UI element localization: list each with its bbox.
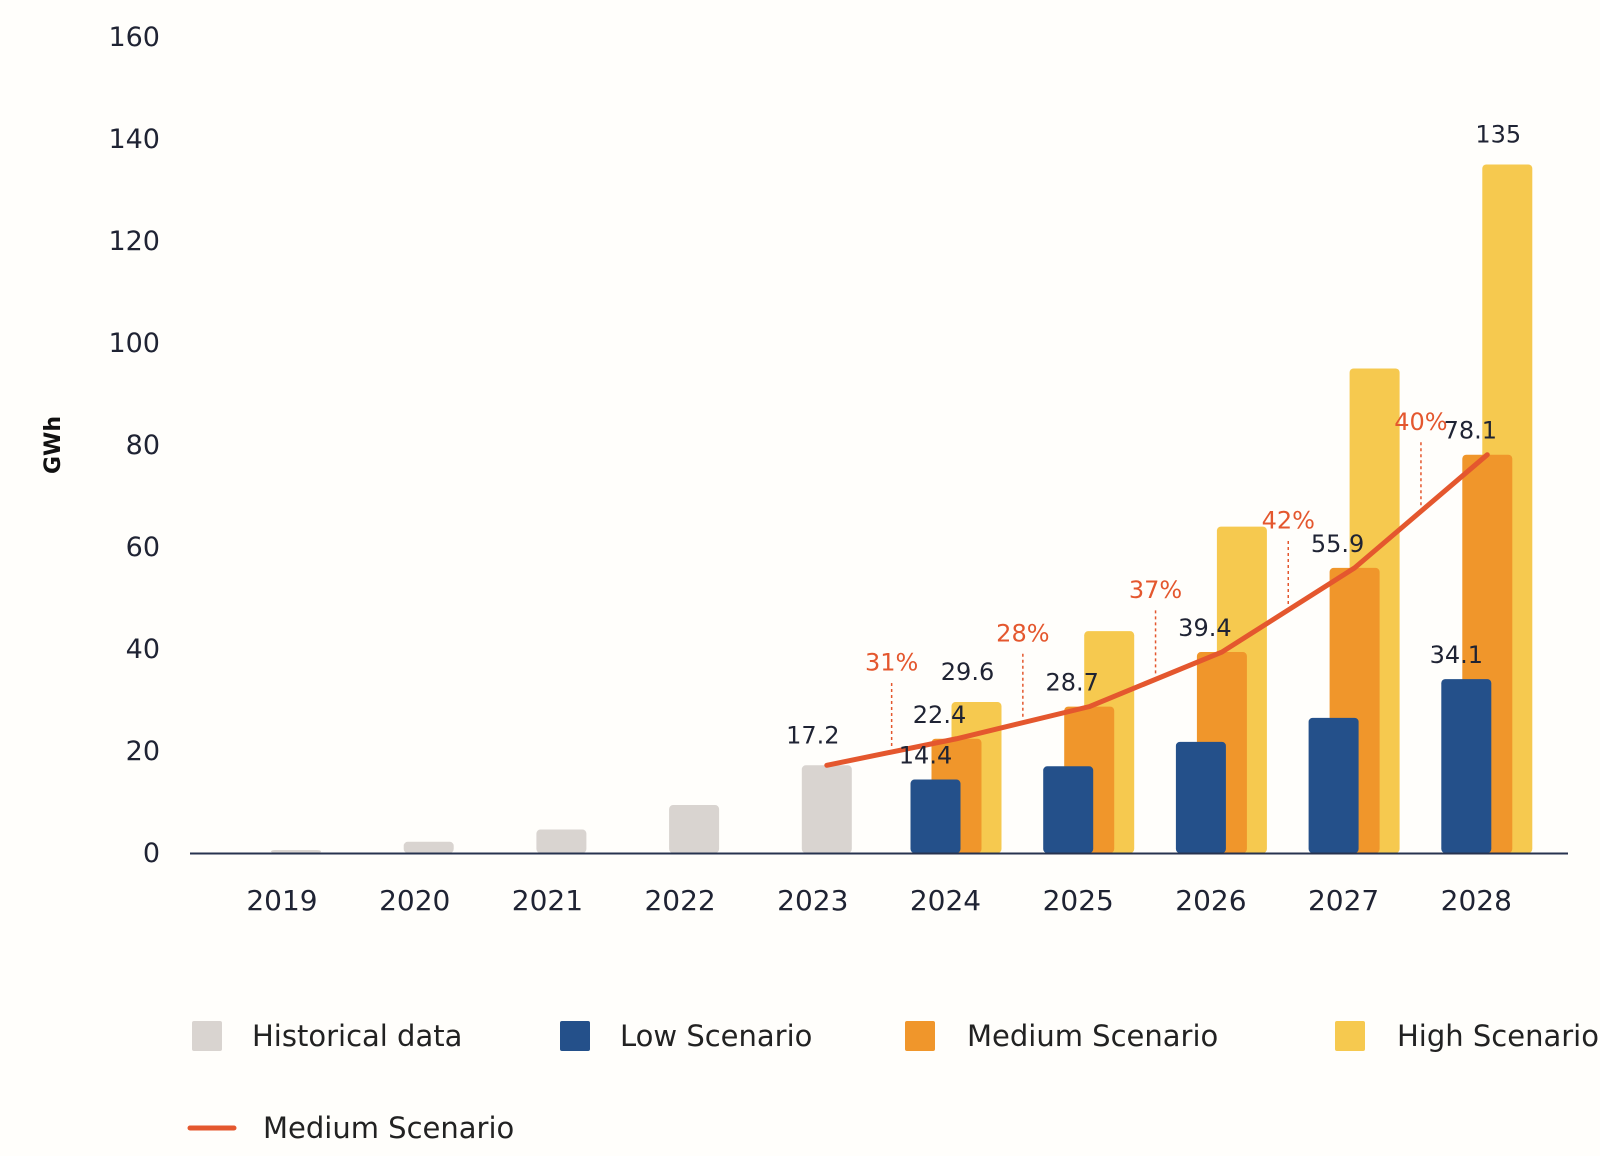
y-tick-label: 20 — [126, 736, 160, 767]
bar-low-2025 — [1043, 766, 1094, 853]
legend-swatch — [1335, 1021, 1365, 1051]
data-label: 28.7 — [1045, 669, 1098, 697]
y-tick-label: 100 — [108, 328, 160, 359]
x-tick-labels: 2019 2020 2021 2022 2023 2024 2025 2026 2027 2028 — [246, 884, 1512, 917]
x-tick-label-2026: 2026 — [1175, 884, 1246, 917]
legend-swatch — [560, 1021, 590, 1051]
growth-label: 37% — [1129, 576, 1182, 604]
bar-low-2024 — [910, 779, 961, 853]
growth-label: 31% — [865, 649, 918, 677]
data-label: 14.4 — [899, 742, 952, 770]
growth-annotations: 31% 28% 37% 42% 40% — [865, 408, 1448, 747]
y-tick-label: 140 — [108, 124, 160, 155]
medium-scenario-line-path — [824, 452, 1490, 768]
y-axis-title: GWh — [41, 416, 66, 474]
data-labels: 17.2 14.4 22.4 29.6 28.7 39.4 55.9 78.1 34.1 135 — [786, 121, 1521, 770]
bar-low-2027 — [1308, 717, 1359, 853]
bar-low-2026 — [1175, 741, 1226, 853]
y-tick-label: 0 — [143, 838, 160, 869]
y-tick-label: 80 — [126, 430, 160, 461]
x-tick-label-2022: 2022 — [644, 884, 715, 917]
data-label: 135 — [1475, 121, 1521, 149]
y-tick-label: 160 — [108, 22, 160, 53]
bar-low-2028 — [1441, 679, 1492, 853]
y-axis-label-group: GWh — [41, 416, 66, 474]
x-tick-label-2024: 2024 — [910, 884, 981, 917]
data-label: 22.4 — [913, 701, 966, 729]
bar-historical-2022 — [669, 805, 720, 853]
legend-swatch — [905, 1021, 935, 1051]
y-tick-label: 40 — [126, 634, 160, 665]
y-tick-labels: 0 20 40 60 80 100 120 140 160 — [108, 22, 160, 869]
x-tick-label-2023: 2023 — [777, 884, 848, 917]
y-tick-label: 120 — [108, 226, 160, 257]
x-tick-label-2019: 2019 — [246, 884, 317, 917]
data-label: 55.9 — [1311, 530, 1364, 558]
legend-label: Medium Scenario — [263, 1111, 514, 1145]
growth-label: 42% — [1262, 507, 1315, 535]
data-label: 78.1 — [1444, 417, 1497, 445]
bar-historical-2023 — [801, 765, 852, 853]
data-label: 34.1 — [1430, 641, 1483, 669]
legend-label: Low Scenario — [620, 1019, 812, 1053]
data-label: 17.2 — [786, 721, 839, 749]
x-tick-label-2025: 2025 — [1043, 884, 1114, 917]
data-label: 29.6 — [941, 658, 994, 686]
bar-historical-2019 — [271, 849, 321, 853]
growth-label: 28% — [996, 619, 1049, 647]
bar-historical-2020 — [403, 841, 454, 853]
legend-label: Historical data — [252, 1019, 462, 1053]
growth-label: 40% — [1394, 408, 1447, 436]
legend-label: High Scenario — [1397, 1019, 1599, 1053]
x-tick-label-2020: 2020 — [379, 884, 450, 917]
legend-label: Medium Scenario — [967, 1019, 1218, 1053]
legend: Historical data Low Scenario Medium Scenar… — [187, 1019, 1599, 1145]
x-tick-label-2021: 2021 — [512, 884, 583, 917]
bars — [271, 164, 1533, 853]
bar-historical-2021 — [536, 829, 587, 853]
data-label: 39.4 — [1178, 614, 1231, 642]
x-tick-label-2028: 2028 — [1441, 884, 1512, 917]
y-tick-label: 60 — [126, 532, 160, 563]
medium-scenario-line — [824, 452, 1490, 768]
legend-swatch — [192, 1021, 222, 1051]
x-tick-label-2027: 2027 — [1308, 884, 1379, 917]
